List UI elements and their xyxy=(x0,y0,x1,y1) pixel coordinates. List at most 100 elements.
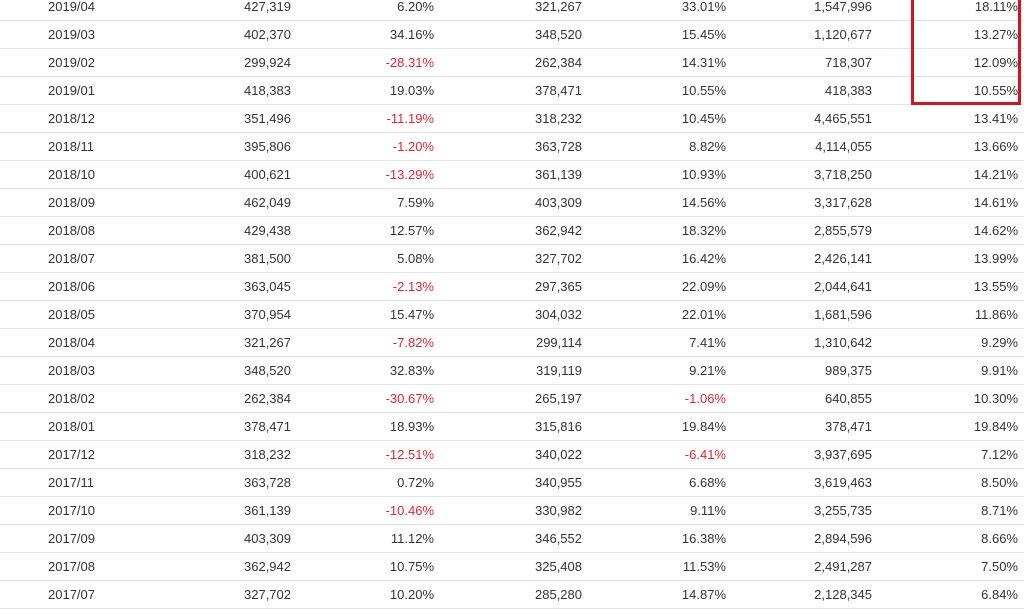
yoy-change-cell: 22.01% xyxy=(681,307,726,322)
month-cell: 2018/09 xyxy=(48,195,95,210)
cumulative-change-cell: 18.11% xyxy=(974,0,1018,14)
cumulative-cell: 3,317,628 xyxy=(814,195,872,210)
yoy-change-cell: 16.42% xyxy=(681,251,726,266)
yoy-change-cell: 14.31% xyxy=(681,55,726,70)
cumulative-cell: 4,465,551 xyxy=(814,111,872,126)
prev-year-value-cell: 297,365 xyxy=(535,279,582,294)
yoy-change-cell: 10.55% xyxy=(681,83,726,98)
cumulative-cell: 3,718,250 xyxy=(814,167,872,182)
month-cell: 2019/01 xyxy=(48,83,95,98)
cumulative-cell: 378,471 xyxy=(825,419,872,434)
yoy-change-cell: 10.45% xyxy=(681,111,726,126)
prev-year-value-cell: 321,267 xyxy=(535,0,582,14)
prev-year-value-cell: 362,942 xyxy=(535,223,582,238)
mom-change-cell: 6.20% xyxy=(397,0,434,14)
table-row: 2018/07 381,500 5.08% 327,702 16.42% 2,426,14… xyxy=(0,245,1024,273)
cumulative-cell: 989,375 xyxy=(825,363,872,378)
prev-year-value-cell: 403,309 xyxy=(535,195,582,210)
cumulative-change-cell: 14.62% xyxy=(973,223,1018,238)
prev-year-value-cell: 319,119 xyxy=(535,363,582,378)
cumulative-cell: 718,307 xyxy=(825,55,872,70)
cumulative-change-cell: 8.71% xyxy=(981,503,1018,518)
cumulative-change-cell: 14.61% xyxy=(973,195,1018,210)
cumulative-cell: 2,128,345 xyxy=(814,587,872,602)
yoy-change-cell: 33.01% xyxy=(681,0,726,14)
month-cell: 2018/06 xyxy=(48,279,95,294)
cumulative-change-cell: 13.55% xyxy=(973,279,1018,294)
yoy-change-cell: 16.38% xyxy=(681,531,726,546)
value-cell: 400,621 xyxy=(244,167,291,182)
cumulative-change-cell: 13.41% xyxy=(973,111,1018,126)
cumulative-change-cell: 7.12% xyxy=(981,447,1018,462)
prev-year-value-cell: 318,232 xyxy=(535,111,582,126)
value-cell: 427,319 xyxy=(244,0,291,14)
mom-change-cell: -10.46% xyxy=(385,503,434,518)
table-row: 2018/06 363,045 -2.13% 297,365 22.09% 2,044,6… xyxy=(0,273,1024,301)
yoy-change-cell: -6.41% xyxy=(684,447,726,462)
value-cell: 363,728 xyxy=(244,475,291,490)
cumulative-change-cell: 10.55% xyxy=(973,83,1018,98)
cumulative-cell: 1,310,642 xyxy=(814,335,872,350)
cumulative-cell: 2,426,141 xyxy=(814,251,872,266)
table-row: 2018/08 429,438 12.57% 362,942 18.32% 2,855,5… xyxy=(0,217,1024,245)
value-cell: 378,471 xyxy=(244,419,291,434)
cumulative-change-cell: 6.84% xyxy=(981,587,1018,602)
mom-change-cell: 12.57% xyxy=(389,223,434,238)
value-cell: 321,267 xyxy=(244,335,291,350)
mom-change-cell: 10.20% xyxy=(389,587,434,602)
month-cell: 2017/08 xyxy=(48,559,95,574)
yoy-change-cell: 9.11% xyxy=(690,503,726,518)
prev-year-value-cell: 378,471 xyxy=(535,83,582,98)
mom-change-cell: 34.16% xyxy=(389,27,434,42)
month-cell: 2019/03 xyxy=(48,27,95,42)
month-cell: 2018/12 xyxy=(48,111,95,126)
cumulative-change-cell: 9.29% xyxy=(981,335,1018,350)
value-cell: 429,438 xyxy=(244,223,291,238)
mom-change-cell: 32.83% xyxy=(389,363,434,378)
month-cell: 2018/11 xyxy=(48,139,95,154)
prev-year-value-cell: 340,955 xyxy=(535,475,582,490)
month-cell: 2017/12 xyxy=(48,447,95,462)
cumulative-change-cell: 12.09% xyxy=(973,55,1018,70)
month-cell: 2017/09 xyxy=(48,531,95,546)
cumulative-cell: 3,937,695 xyxy=(814,447,872,462)
value-cell: 402,370 xyxy=(244,27,291,42)
prev-year-value-cell: 285,280 xyxy=(535,587,582,602)
prev-year-value-cell: 327,702 xyxy=(535,251,582,266)
mom-change-cell: -30.67% xyxy=(385,391,434,406)
month-cell: 2017/07 xyxy=(48,587,95,602)
cumulative-cell: 2,894,596 xyxy=(814,531,872,546)
value-cell: 418,383 xyxy=(244,83,291,98)
yoy-change-cell: 8.82% xyxy=(689,139,726,154)
prev-year-value-cell: 361,139 xyxy=(535,167,582,182)
cumulative-cell: 1,547,996 xyxy=(814,0,872,14)
mom-change-cell: -11.19% xyxy=(386,111,434,126)
cumulative-change-cell: 19.84% xyxy=(973,419,1018,434)
prev-year-value-cell: 340,022 xyxy=(535,447,582,462)
table-row: 2017/12 318,232 -12.51% 340,022 -6.41% 3,937,… xyxy=(0,441,1024,469)
prev-year-value-cell: 304,032 xyxy=(535,307,582,322)
cumulative-change-cell: 8.66% xyxy=(981,531,1018,546)
prev-year-value-cell: 363,728 xyxy=(535,139,582,154)
table-row: 2017/10 361,139 -10.46% 330,982 9.11% 3,255,7… xyxy=(0,497,1024,525)
value-cell: 299,924 xyxy=(244,55,291,70)
month-cell: 2019/04 xyxy=(48,0,95,14)
table-row: 2018/09 462,049 7.59% 403,309 14.56% 3,317,62… xyxy=(0,189,1024,217)
cumulative-cell: 2,855,579 xyxy=(814,223,872,238)
prev-year-value-cell: 346,552 xyxy=(535,531,582,546)
prev-year-value-cell: 315,816 xyxy=(535,419,582,434)
yoy-change-cell: 6.68% xyxy=(689,475,726,490)
table-row: 2017/08 362,942 10.75% 325,408 11.53% 2,491,2… xyxy=(0,553,1024,581)
month-cell: 2018/10 xyxy=(48,167,95,182)
value-cell: 318,232 xyxy=(244,447,291,462)
month-cell: 2017/10 xyxy=(48,503,95,518)
yoy-change-cell: 11.53% xyxy=(682,559,726,574)
mom-change-cell: 5.08% xyxy=(397,251,434,266)
table-row: 2019/01 418,383 19.03% 378,471 10.55% 418,383… xyxy=(0,77,1024,105)
table-row: 2018/12 351,496 -11.19% 318,232 10.45% 4,465,… xyxy=(0,105,1024,133)
mom-change-cell: 19.03% xyxy=(389,83,434,98)
table-row: 2019/02 299,924 -28.31% 262,384 14.31% 718,30… xyxy=(0,49,1024,77)
month-cell: 2018/07 xyxy=(48,251,95,266)
cumulative-change-cell: 13.27% xyxy=(973,27,1018,42)
month-cell: 2017/11 xyxy=(48,475,95,490)
